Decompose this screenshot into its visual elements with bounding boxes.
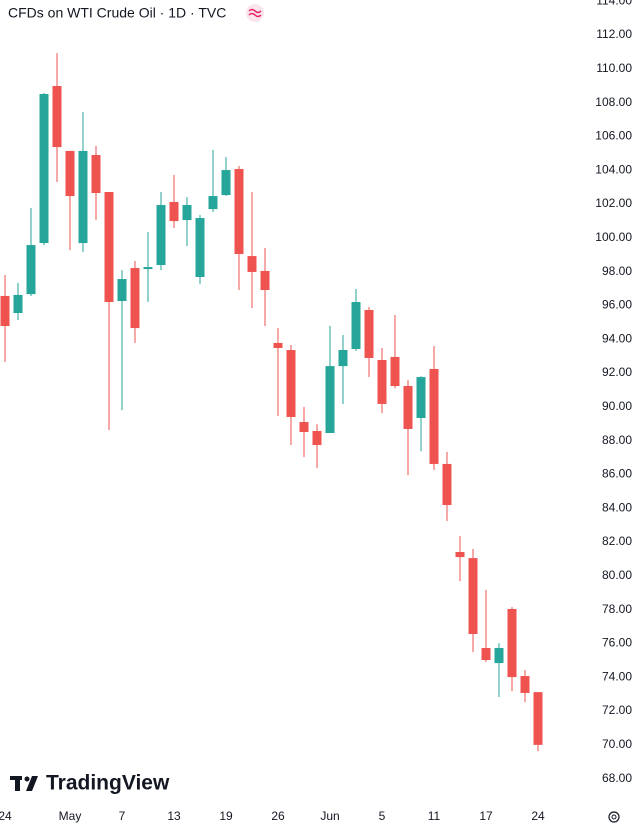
y-tick-label: 106.00 xyxy=(595,129,632,143)
y-tick-label: 104.00 xyxy=(595,162,632,176)
y-tick-label: 74.00 xyxy=(602,669,632,683)
candle-body xyxy=(260,270,270,291)
candle-body xyxy=(403,386,413,429)
candle-body xyxy=(130,268,140,329)
x-tick-label: Jun xyxy=(320,809,339,823)
candle-body xyxy=(312,430,322,446)
candle-body xyxy=(13,294,23,314)
candle-body xyxy=(325,366,335,434)
chart-title: CFDs on WTI Crude Oil · 1D · TVC xyxy=(8,5,226,21)
y-tick-label: 108.00 xyxy=(595,95,632,109)
y-tick-label: 112.00 xyxy=(596,27,632,41)
y-tick-label: 96.00 xyxy=(602,298,632,312)
y-tick-label: 82.00 xyxy=(602,534,632,548)
y-tick-label: 86.00 xyxy=(602,467,632,481)
y-tick-label: 76.00 xyxy=(602,636,632,650)
candle-body xyxy=(338,350,348,367)
candle-body xyxy=(468,558,478,634)
candle-body xyxy=(39,93,49,244)
candle-body xyxy=(143,267,153,270)
x-tick-label: May xyxy=(59,809,82,823)
exchange-icon xyxy=(246,4,264,22)
candle-body xyxy=(442,463,452,506)
candle-body xyxy=(91,154,101,194)
candle-body xyxy=(65,150,75,197)
candle-body xyxy=(416,377,426,418)
x-tick-label: 7 xyxy=(119,809,126,823)
logo-icon xyxy=(10,776,38,791)
candle-body xyxy=(494,648,504,664)
candle-body xyxy=(78,150,88,244)
candle-body xyxy=(0,295,10,327)
x-tick-label: 19 xyxy=(219,809,233,823)
candle-body xyxy=(104,192,114,303)
y-tick-label: 94.00 xyxy=(602,331,632,345)
y-tick-label: 110.00 xyxy=(596,61,632,75)
x-tick-label: 5 xyxy=(379,809,386,823)
y-tick-label: 70.00 xyxy=(602,737,632,751)
watermark: TradingView xyxy=(46,772,170,795)
y-tick-label: 68.00 xyxy=(602,771,632,785)
y-tick-label: 88.00 xyxy=(602,433,632,447)
y-tick-label: 100.00 xyxy=(595,230,632,244)
candle-body xyxy=(182,205,192,221)
candle-body xyxy=(533,692,543,745)
y-tick-label: 78.00 xyxy=(602,602,632,616)
candle-body xyxy=(52,86,62,148)
candle-body xyxy=(286,350,296,417)
x-tick-label: 24 xyxy=(0,809,12,823)
candle-body xyxy=(221,170,231,196)
candle-body xyxy=(390,356,400,387)
x-tick-label: 17 xyxy=(479,809,493,823)
y-tick-label: 90.00 xyxy=(602,399,632,413)
y-tick-label: 80.00 xyxy=(602,568,632,582)
candle-body xyxy=(169,201,179,222)
candle-body xyxy=(247,256,257,272)
x-tick-label: 24 xyxy=(531,809,545,823)
candle-body xyxy=(351,302,361,350)
x-tick-label: 26 xyxy=(271,809,285,823)
candle-body xyxy=(377,360,387,404)
candle-body xyxy=(234,169,244,255)
y-tick-label: 98.00 xyxy=(602,264,632,278)
y-tick-label: 92.00 xyxy=(602,365,632,379)
candle-body xyxy=(481,648,491,661)
candle-body xyxy=(455,552,465,558)
candle-body xyxy=(117,279,127,302)
candle-body xyxy=(429,368,439,464)
candle-body xyxy=(299,422,309,433)
candle-body xyxy=(273,342,283,349)
x-tick-label: 11 xyxy=(428,809,441,823)
candle-body xyxy=(195,218,205,278)
candle-body xyxy=(208,196,218,210)
y-tick-label: 72.00 xyxy=(602,703,632,717)
candle-body xyxy=(26,245,36,295)
candle-body xyxy=(156,205,166,266)
y-tick-label: 84.00 xyxy=(602,500,632,514)
candle-body xyxy=(364,309,374,358)
y-tick-label: 114.00 xyxy=(596,0,632,7)
x-tick-label: 13 xyxy=(167,809,181,823)
candle-body xyxy=(507,608,517,678)
settings-icon[interactable] xyxy=(608,811,620,823)
candle-body xyxy=(520,676,530,693)
y-tick-label: 102.00 xyxy=(595,196,632,210)
